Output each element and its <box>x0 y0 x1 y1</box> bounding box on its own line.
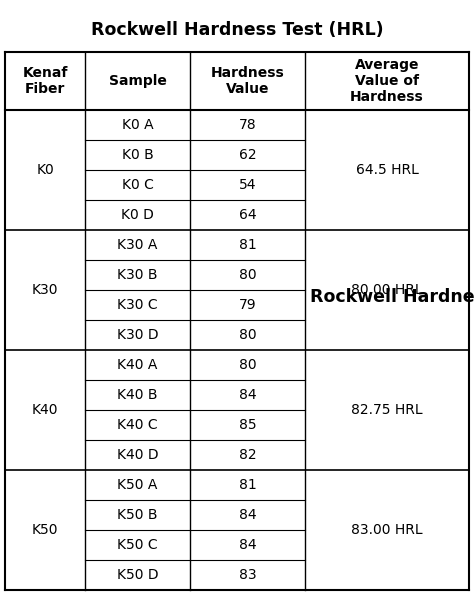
Text: K40 B: K40 B <box>117 388 158 402</box>
Text: 64: 64 <box>239 208 256 222</box>
Text: 81: 81 <box>238 478 256 492</box>
Text: 83: 83 <box>239 568 256 582</box>
Text: K40 C: K40 C <box>117 418 158 432</box>
Text: 54: 54 <box>239 178 256 192</box>
Text: K0 B: K0 B <box>122 148 154 162</box>
Text: K50 D: K50 D <box>117 568 158 582</box>
Text: Rockwell Hardness Test (HRL): Rockwell Hardness Test (HRL) <box>310 289 474 306</box>
Text: 78: 78 <box>239 118 256 132</box>
Text: K50 B: K50 B <box>117 508 158 522</box>
Text: Hardness
Value: Hardness Value <box>210 66 284 96</box>
Text: K50: K50 <box>32 523 58 537</box>
Text: 80: 80 <box>239 328 256 342</box>
Text: K0 C: K0 C <box>121 178 154 192</box>
Text: 84: 84 <box>239 508 256 522</box>
Text: K30 D: K30 D <box>117 328 158 342</box>
Text: 80: 80 <box>239 358 256 372</box>
Text: K30 A: K30 A <box>117 238 158 252</box>
Text: 85: 85 <box>239 418 256 432</box>
Text: 82: 82 <box>239 448 256 462</box>
Text: K50 C: K50 C <box>117 538 158 552</box>
Text: 83.00 HRL: 83.00 HRL <box>351 523 423 537</box>
Text: Average
Value of
Hardness: Average Value of Hardness <box>350 58 424 104</box>
Text: K0 A: K0 A <box>122 118 153 132</box>
Text: 80.00 HRL: 80.00 HRL <box>351 283 423 297</box>
Text: K50 A: K50 A <box>117 478 158 492</box>
Text: K40 D: K40 D <box>117 448 158 462</box>
Text: K40: K40 <box>32 403 58 417</box>
Text: K40 A: K40 A <box>117 358 158 372</box>
Text: 81: 81 <box>238 238 256 252</box>
Text: 80: 80 <box>239 268 256 282</box>
Text: 64.5 HRL: 64.5 HRL <box>356 163 419 177</box>
Text: 84: 84 <box>239 388 256 402</box>
Text: Rockwell Hardness Test (HRL): Rockwell Hardness Test (HRL) <box>91 21 383 39</box>
Text: Sample: Sample <box>109 74 166 88</box>
Text: 79: 79 <box>239 298 256 312</box>
Text: Kenaf
Fiber: Kenaf Fiber <box>22 66 68 96</box>
Text: K0 D: K0 D <box>121 208 154 222</box>
Text: 82.75 HRL: 82.75 HRL <box>351 403 423 417</box>
Text: K30: K30 <box>32 283 58 297</box>
Text: 62: 62 <box>239 148 256 162</box>
Text: K30 B: K30 B <box>117 268 158 282</box>
Text: 84: 84 <box>239 538 256 552</box>
Text: K30 C: K30 C <box>117 298 158 312</box>
Text: K0: K0 <box>36 163 54 177</box>
